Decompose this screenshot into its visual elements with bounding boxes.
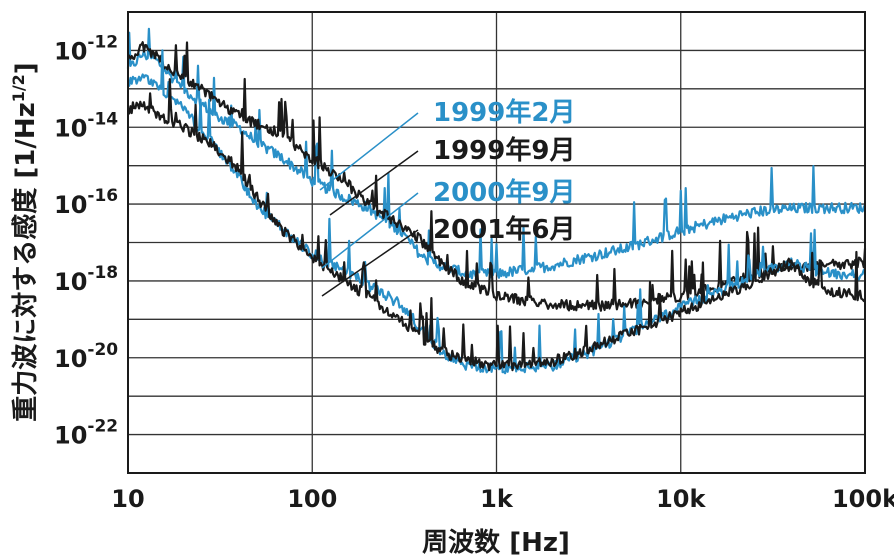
- x-tick-labels: 10 100 1k 10k 100k: [111, 485, 894, 513]
- x-tick-label: 100: [287, 485, 337, 513]
- legend-leader-line: [329, 150, 419, 216]
- series-group: [126, 27, 867, 375]
- y-axis-label-main: 重力波に対する感度 [1/Hz: [10, 102, 41, 421]
- y-tick-label: 10-18: [54, 263, 118, 296]
- y-tick-label: 10-22: [54, 417, 118, 450]
- series-line-2001-06: [126, 78, 866, 372]
- legend-leader-line: [321, 229, 419, 297]
- y-tick-label: 10-14: [54, 109, 118, 142]
- x-tick-label: 10: [111, 485, 144, 513]
- legend-leader-line: [319, 112, 419, 191]
- y-axis-label-exponent: 1/2: [9, 74, 28, 102]
- series-line-1999-02: [126, 27, 866, 280]
- y-tick-label: 10-20: [54, 340, 118, 373]
- legend: 1999年2月 1999年9月 2000年9月 2001年6月: [319, 97, 575, 297]
- x-axis-label: 周波数 [Hz]: [422, 528, 570, 558]
- legend-label-1999-09: 1999年9月: [433, 135, 575, 166]
- legend-label-2000-09: 2000年9月: [433, 177, 575, 208]
- legend-leader-line: [321, 192, 419, 269]
- plot-frame: [127, 11, 866, 474]
- y-tick-labels: 10-12 10-14 10-16 10-18 10-20 10-22: [54, 32, 118, 449]
- y-axis-label-close: ]: [11, 62, 41, 74]
- legend-label-1999-02: 1999年2月: [433, 97, 575, 128]
- legend-label-2001-06: 2001年6月: [433, 214, 575, 245]
- y-tick-label: 10-12: [54, 32, 118, 65]
- x-tick-label: 100k: [832, 485, 894, 513]
- y-tick-label: 10-16: [54, 186, 118, 219]
- x-tick-label: 1k: [480, 485, 514, 513]
- y-axis-label: 重力波に対する感度 [1/Hz1/2]: [9, 62, 41, 421]
- x-tick-label: 10k: [656, 485, 706, 513]
